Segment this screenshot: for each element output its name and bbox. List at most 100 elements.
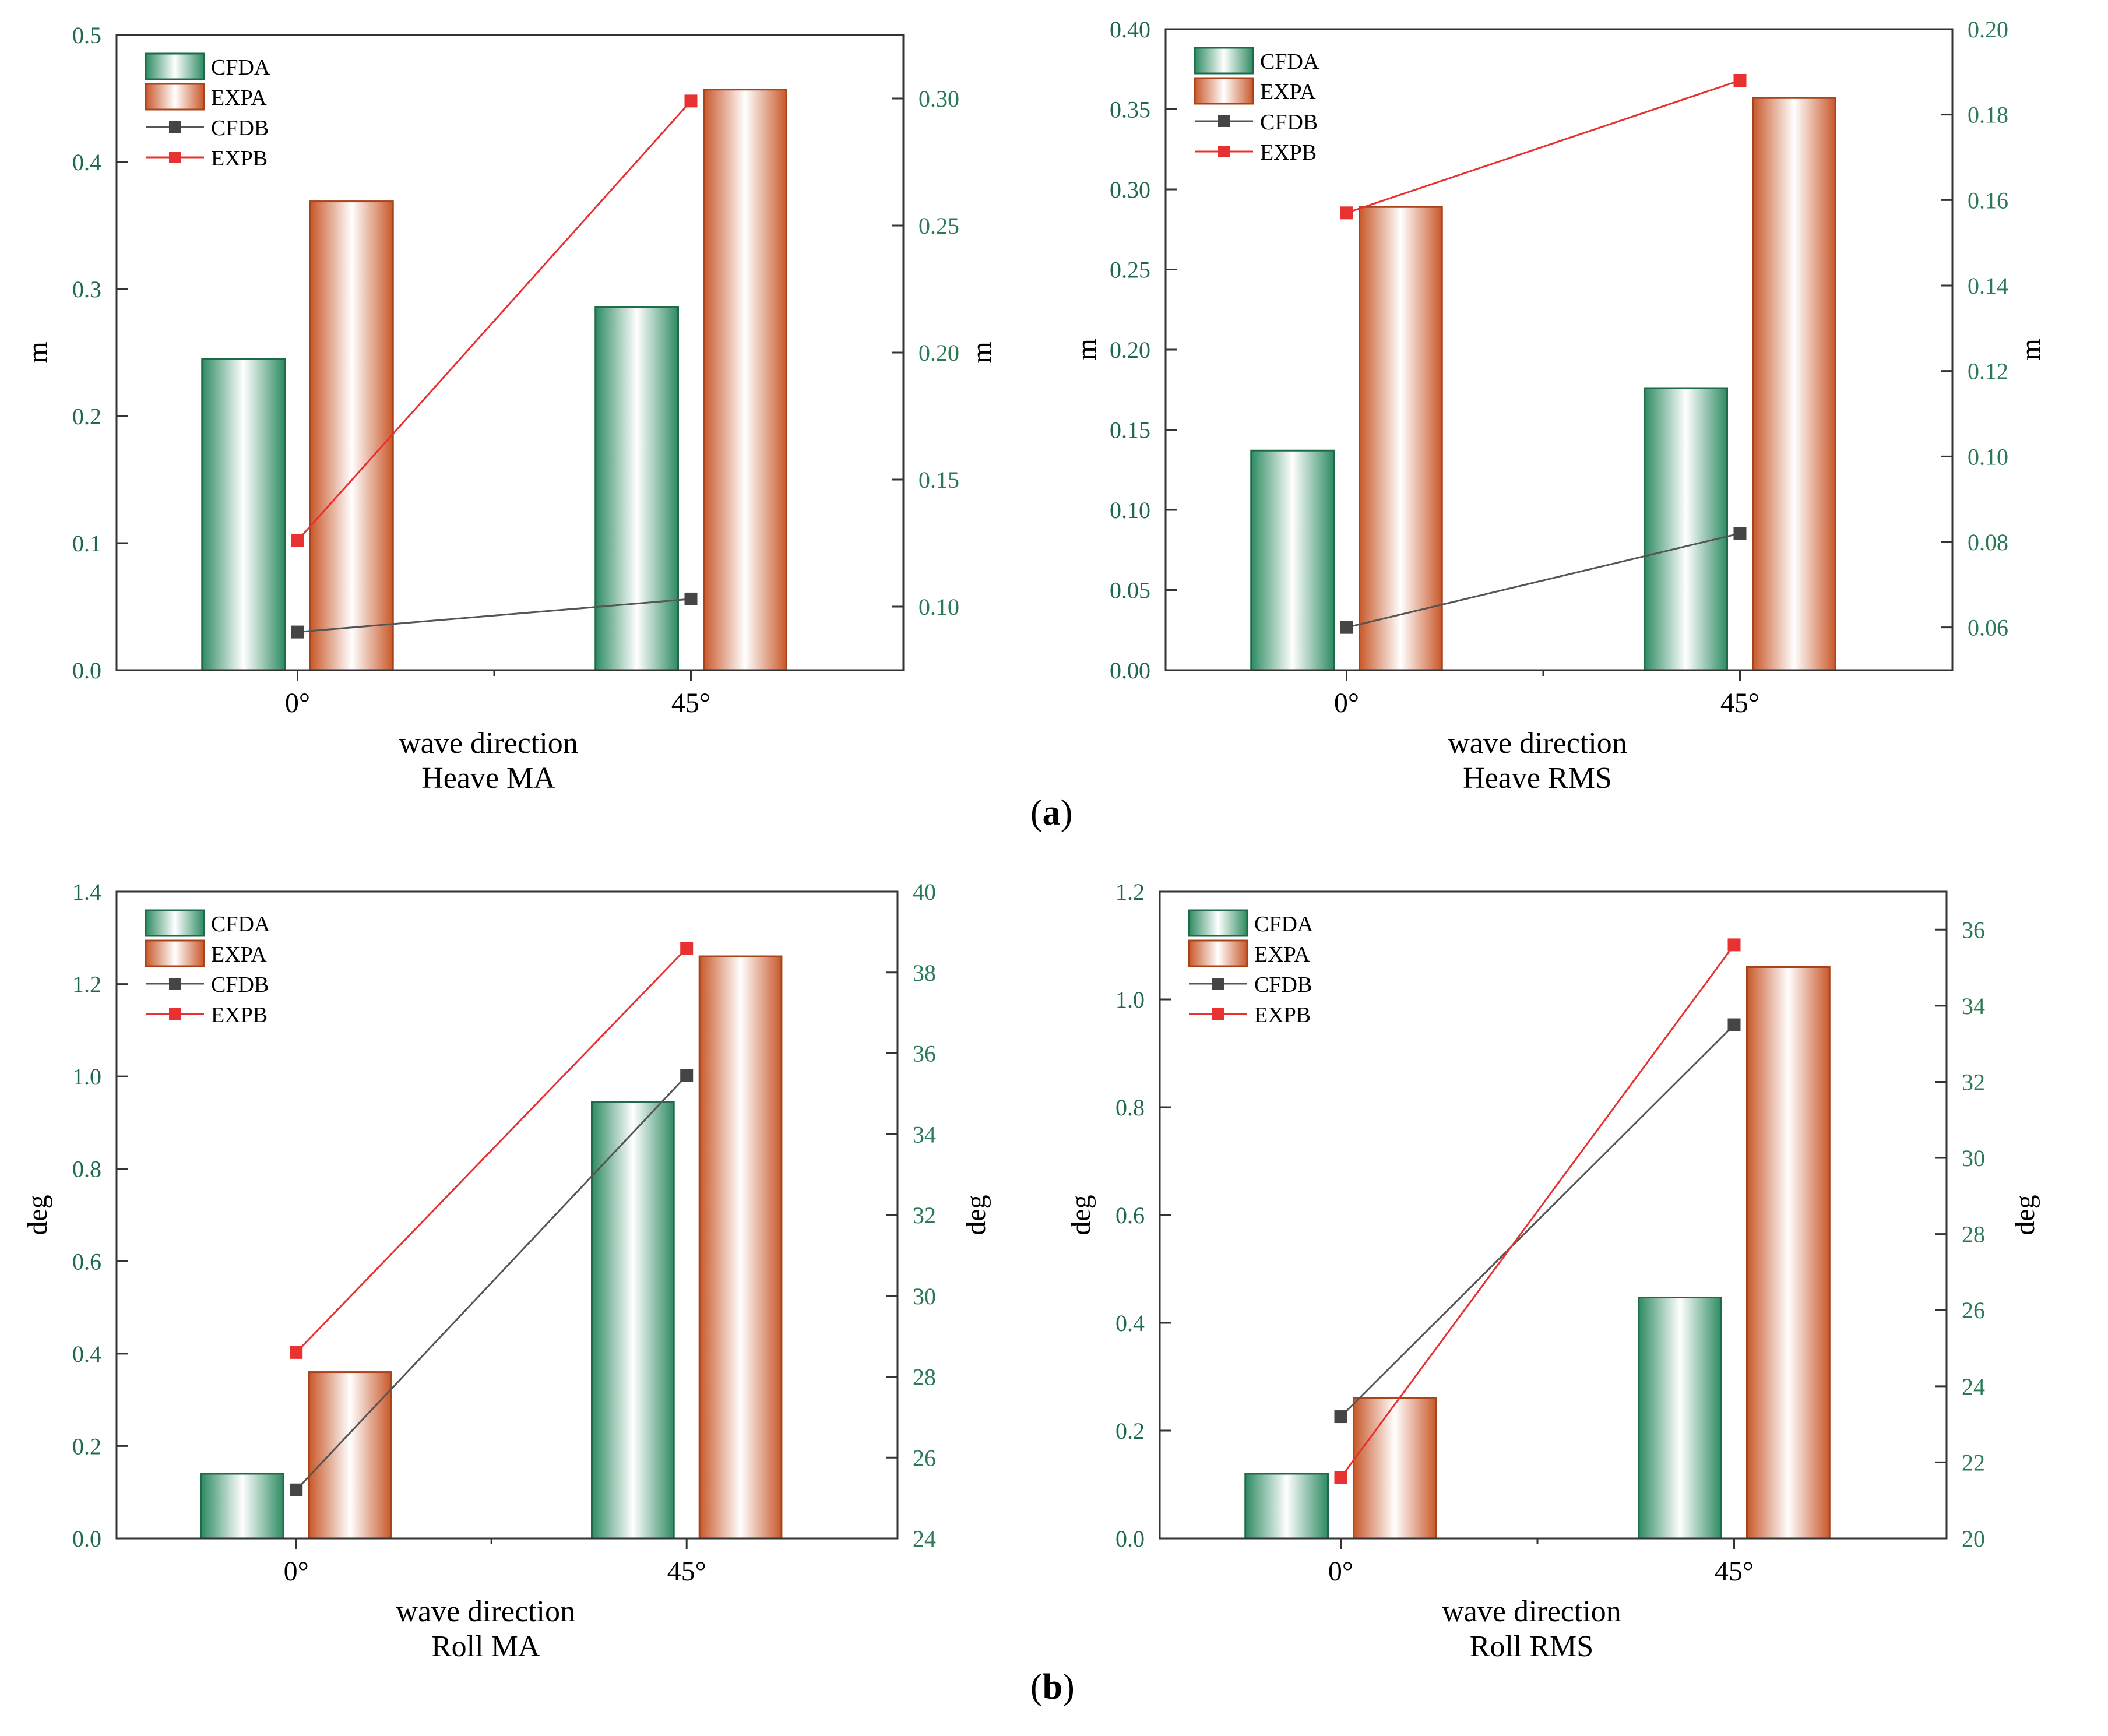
legend-label-expb: EXPB — [211, 146, 268, 171]
x-axis-label: wave direction — [396, 1595, 575, 1628]
right-tick-label: 0.30 — [918, 86, 959, 112]
left-tick-label: 0.05 — [1110, 578, 1150, 604]
legend-label-expa: EXPA — [211, 942, 267, 967]
legend-marker-cfdb — [169, 978, 181, 990]
chart-title: Heave MA — [421, 762, 555, 795]
line-cfdb — [297, 598, 691, 633]
left-tick-label: 0.4 — [72, 149, 101, 175]
line-cfdb — [295, 1075, 688, 1491]
right-tick-label: 28 — [913, 1364, 936, 1390]
right-tick-label: 32 — [1962, 1069, 1985, 1095]
x-axis-label: wave direction — [1448, 727, 1627, 760]
right-tick-label: 34 — [1962, 993, 1985, 1019]
legend-swatch-expa — [145, 939, 205, 967]
bar-expa-0 — [309, 200, 394, 671]
marker-cfdb-1 — [684, 592, 698, 605]
marker-expb-0 — [1340, 206, 1353, 220]
x-tick-label: 45° — [1720, 688, 1759, 719]
right-tick-label: 0.10 — [918, 594, 959, 620]
marker-expb-0 — [1334, 1471, 1347, 1484]
y-axis-label: deg — [1065, 1195, 1096, 1235]
legend-swatch-cfda — [145, 909, 205, 937]
left-tick-label: 1.4 — [72, 879, 101, 905]
legend-swatch-expa — [1188, 939, 1248, 967]
subfigure-label-a: (a) — [1030, 793, 1073, 833]
chart-roll-ma: 0.0 0.2 0.4 0.6 0.8 1.0 1.2 1.4 24 26 28 30 32 34 36 38… — [0, 874, 1049, 1690]
bar-cfda-1 — [594, 306, 679, 671]
right-tick-label: 26 — [913, 1445, 936, 1471]
y-axis-label-right: m — [2015, 339, 2046, 360]
marker-cfdb-0 — [1334, 1410, 1347, 1424]
subfigure-label-b: (b) — [1030, 1667, 1075, 1707]
chart-title: Roll MA — [431, 1630, 540, 1663]
legend-swatch-cfda — [145, 52, 205, 80]
right-tick-label: 0.12 — [1968, 358, 2008, 385]
legend-swatch-cfda — [1194, 47, 1254, 75]
chart-svg-heave-rms: 0.00 0.05 0.10 0.15 0.20 0.25 0.30 0.35 0.40 0.06… — [1071, 16, 2046, 795]
left-tick-label: 0.10 — [1110, 497, 1150, 523]
marker-expb-1 — [680, 942, 694, 955]
right-tick-label: 28 — [1962, 1221, 1985, 1248]
marker-expb-0 — [290, 1346, 303, 1359]
bar-expa-1 — [1752, 97, 1836, 671]
y-axis-label-right: m — [966, 341, 997, 363]
left-tick-label: 0.40 — [1110, 16, 1150, 43]
legend-label-cfda: CFDA — [211, 55, 270, 80]
left-tick-label: 0.2 — [1115, 1418, 1145, 1444]
legend-marker-cfdb — [169, 121, 181, 133]
right-tick-label: 0.25 — [918, 213, 959, 239]
legend-label-expb: EXPB — [211, 1003, 268, 1027]
legend-marker-cfdb — [1212, 978, 1224, 990]
bar-cfda-0 — [1250, 449, 1335, 671]
left-tick-label: 0.6 — [72, 1248, 101, 1274]
left-tick-label: 1.0 — [72, 1064, 101, 1090]
right-tick-label: 0.14 — [1968, 273, 2008, 299]
line-expb — [297, 100, 692, 541]
left-tick-label: 1.2 — [1115, 879, 1145, 905]
chart-title: Roll RMS — [1470, 1630, 1593, 1663]
right-tick-label: 0.16 — [1968, 187, 2008, 213]
line-cfdb — [1346, 532, 1740, 629]
right-tick-label: 36 — [1962, 917, 1985, 943]
marker-cfdb-1 — [1733, 527, 1747, 540]
left-tick-label: 0.2 — [72, 1433, 101, 1459]
bar-cfda-1 — [591, 1101, 675, 1540]
legend-swatch-cfda — [1188, 909, 1248, 937]
marker-cfdb-0 — [291, 625, 304, 639]
y-axis-label: deg — [22, 1195, 53, 1235]
left-tick-label: 0.20 — [1110, 337, 1150, 363]
legend: CFDA EXPA CFDB EXPB — [145, 52, 270, 171]
chart-svg-roll-rms: 0.0 0.2 0.4 0.6 0.8 1.0 1.2 20 22 24 26 28 30 32 34 36 0… — [1065, 879, 2040, 1663]
bar-expa-1 — [698, 955, 783, 1540]
left-tick-label: 0.6 — [1115, 1202, 1145, 1228]
right-tick-label: 30 — [913, 1283, 936, 1309]
left-tick-label: 0.3 — [72, 276, 101, 302]
legend-label-expa: EXPA — [1260, 80, 1316, 104]
line-expb — [1340, 944, 1735, 1478]
left-tick-label: 0.0 — [72, 657, 101, 684]
bar-cfda-1 — [1638, 1297, 1722, 1540]
left-tick-label: 1.2 — [72, 971, 101, 998]
chart-heave-ma: 0.0 0.1 0.2 0.3 0.4 0.5 0.10 0.15 0.20 0.25 0.30 0°… — [0, 12, 1049, 827]
left-tick-label: 0.1 — [72, 530, 101, 557]
legend-label-cfda: CFDA — [1254, 912, 1314, 936]
left-tick-label: 0.25 — [1110, 257, 1150, 283]
right-tick-label: 0.10 — [1968, 443, 2008, 470]
legend-marker-expb — [1218, 146, 1230, 157]
chart-roll-rms: 0.0 0.2 0.4 0.6 0.8 1.0 1.2 20 22 24 26 28 30 32 34 36 0… — [1049, 874, 2098, 1690]
right-tick-label: 0.20 — [1968, 16, 2008, 43]
legend-marker-expb — [169, 1008, 181, 1020]
x-tick-label: 45° — [1715, 1556, 1754, 1587]
y-axis-label: m — [1071, 339, 1102, 360]
legend-marker-expb — [169, 152, 181, 163]
bar-cfda-0 — [200, 1473, 284, 1540]
legend-marker-cfdb — [1218, 115, 1230, 127]
x-axis-label: wave direction — [1442, 1595, 1621, 1628]
left-tick-label: 0.30 — [1110, 177, 1150, 203]
y-axis-label-right: deg — [960, 1195, 991, 1235]
bar-expa-0 — [1353, 1397, 1437, 1540]
subfigure-label-a-text: a — [1042, 793, 1061, 833]
line-cfdb — [1340, 1024, 1735, 1418]
legend-label-cfdb: CFDB — [211, 973, 269, 997]
